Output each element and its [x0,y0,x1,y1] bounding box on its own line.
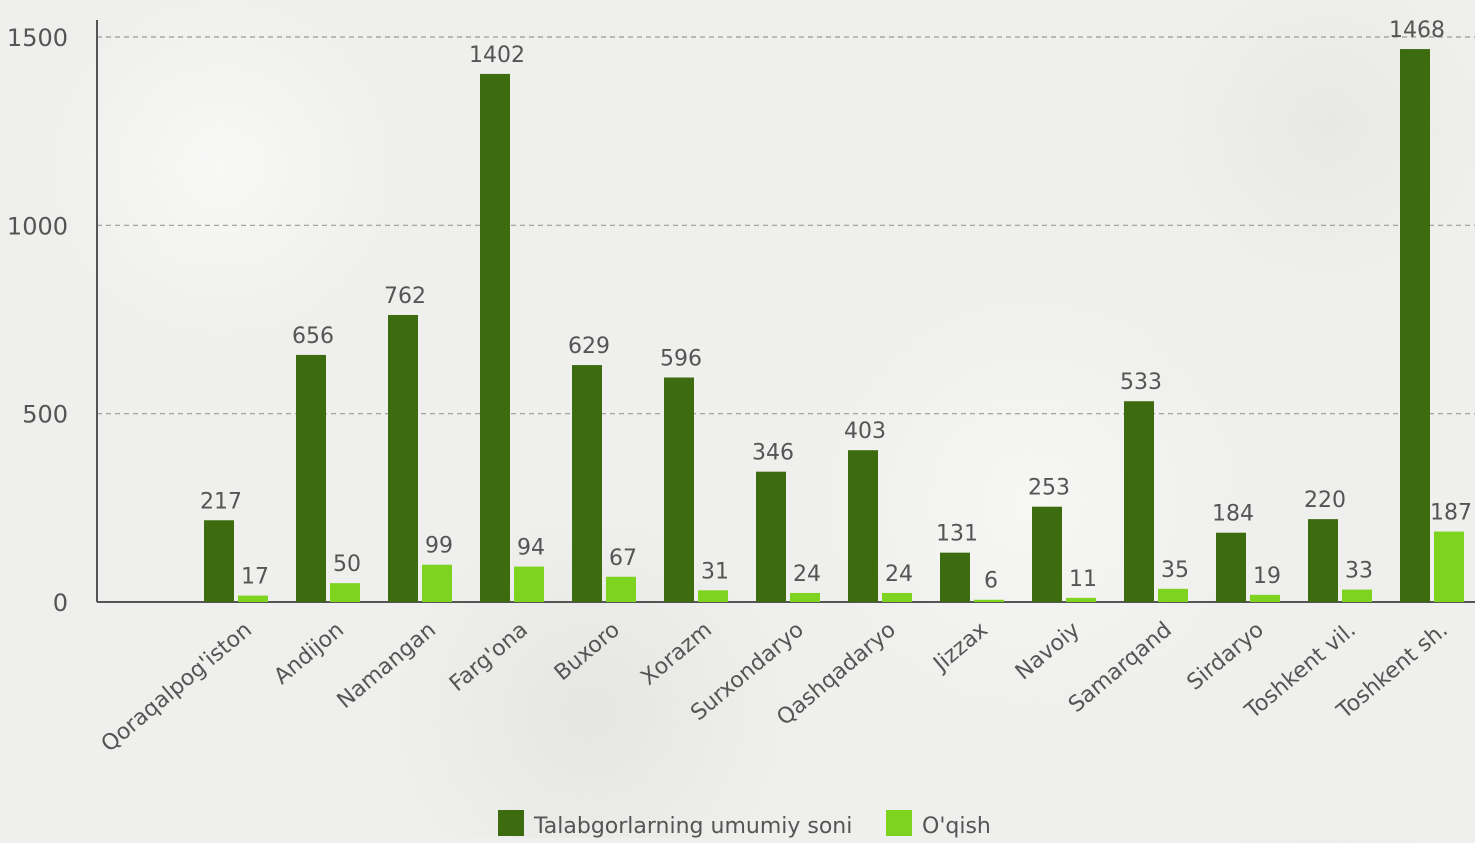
bar-total [664,377,694,602]
x-tick-label: Andijon [270,617,349,689]
bar-total [296,354,326,602]
bar-oqish [974,599,1004,602]
data-label: 533 [1120,370,1162,395]
data-label: 33 [1345,559,1373,584]
bar-total [1124,401,1154,602]
data-label: 24 [885,562,913,587]
bar-total [1216,532,1246,602]
data-label: 17 [241,565,269,590]
x-tick-label: Navoiy [1011,617,1085,685]
bar-total [1400,49,1430,602]
x-tick-label: Jizzax [928,617,993,677]
data-label: 596 [660,347,702,372]
data-label: 762 [384,284,426,309]
bar-total [1032,506,1062,602]
data-label: 67 [609,546,637,571]
bar-oqish [238,595,268,602]
x-tick-label: Farg'ona [445,617,533,696]
data-label: 31 [701,559,729,584]
data-label: 1402 [469,43,525,68]
data-label: 187 [1430,501,1472,526]
y-tick-label: 1000 [7,212,68,240]
legend-label-oqish: O'qish [922,814,991,838]
bar-oqish [606,576,636,602]
data-label: 184 [1212,502,1254,527]
bar-total [1308,519,1338,602]
legend-swatch-oqish [886,810,912,836]
y-tick-label: 0 [53,589,68,617]
data-label: 629 [568,334,610,359]
bar-oqish [514,566,544,602]
bar-total [756,471,786,602]
bar-oqish [1066,597,1096,602]
data-label: 11 [1069,567,1097,592]
legend-label-total: Talabgorlarning umumiy soni [533,814,852,838]
bar-oqish [698,590,728,602]
bar-oqish [1342,589,1372,602]
data-label: 217 [200,489,242,514]
data-label: 403 [844,419,886,444]
x-tick-label: Xorazm [636,617,716,690]
bar-oqish [330,583,360,602]
bar-oqish [1250,594,1280,602]
data-label: 1468 [1389,18,1445,43]
bar-total [480,73,510,602]
data-label: 6 [984,569,998,594]
bar-oqish [882,592,912,602]
bar-total [204,520,234,602]
data-label: 94 [517,536,545,561]
bar-total [572,365,602,602]
data-label: 50 [333,552,361,577]
bar-total [940,552,970,602]
bar-oqish [422,564,452,602]
data-label: 253 [1028,476,1070,501]
x-tick-label: Sirdaryo [1183,617,1269,695]
bar-oqish [790,592,820,602]
data-label: 24 [793,562,821,587]
bar-total [388,314,418,602]
y-tick-label: 500 [22,401,68,429]
x-tick-label: Qoraqalpog'iston [97,617,257,757]
bar-total [848,450,878,602]
x-tick-label: Namangan [333,617,441,713]
data-label: 656 [292,324,334,349]
data-label: 19 [1253,564,1281,589]
x-tick-label: Buxoro [550,617,625,686]
legend-swatch-total [498,810,524,836]
data-label: 346 [752,441,794,466]
data-label: 35 [1161,558,1189,583]
bar-oqish [1158,588,1188,602]
data-label: 131 [936,522,978,547]
data-label: 220 [1304,488,1346,513]
data-label: 99 [425,534,453,559]
y-tick-label: 1500 [7,24,68,52]
bar-oqish [1434,531,1464,602]
